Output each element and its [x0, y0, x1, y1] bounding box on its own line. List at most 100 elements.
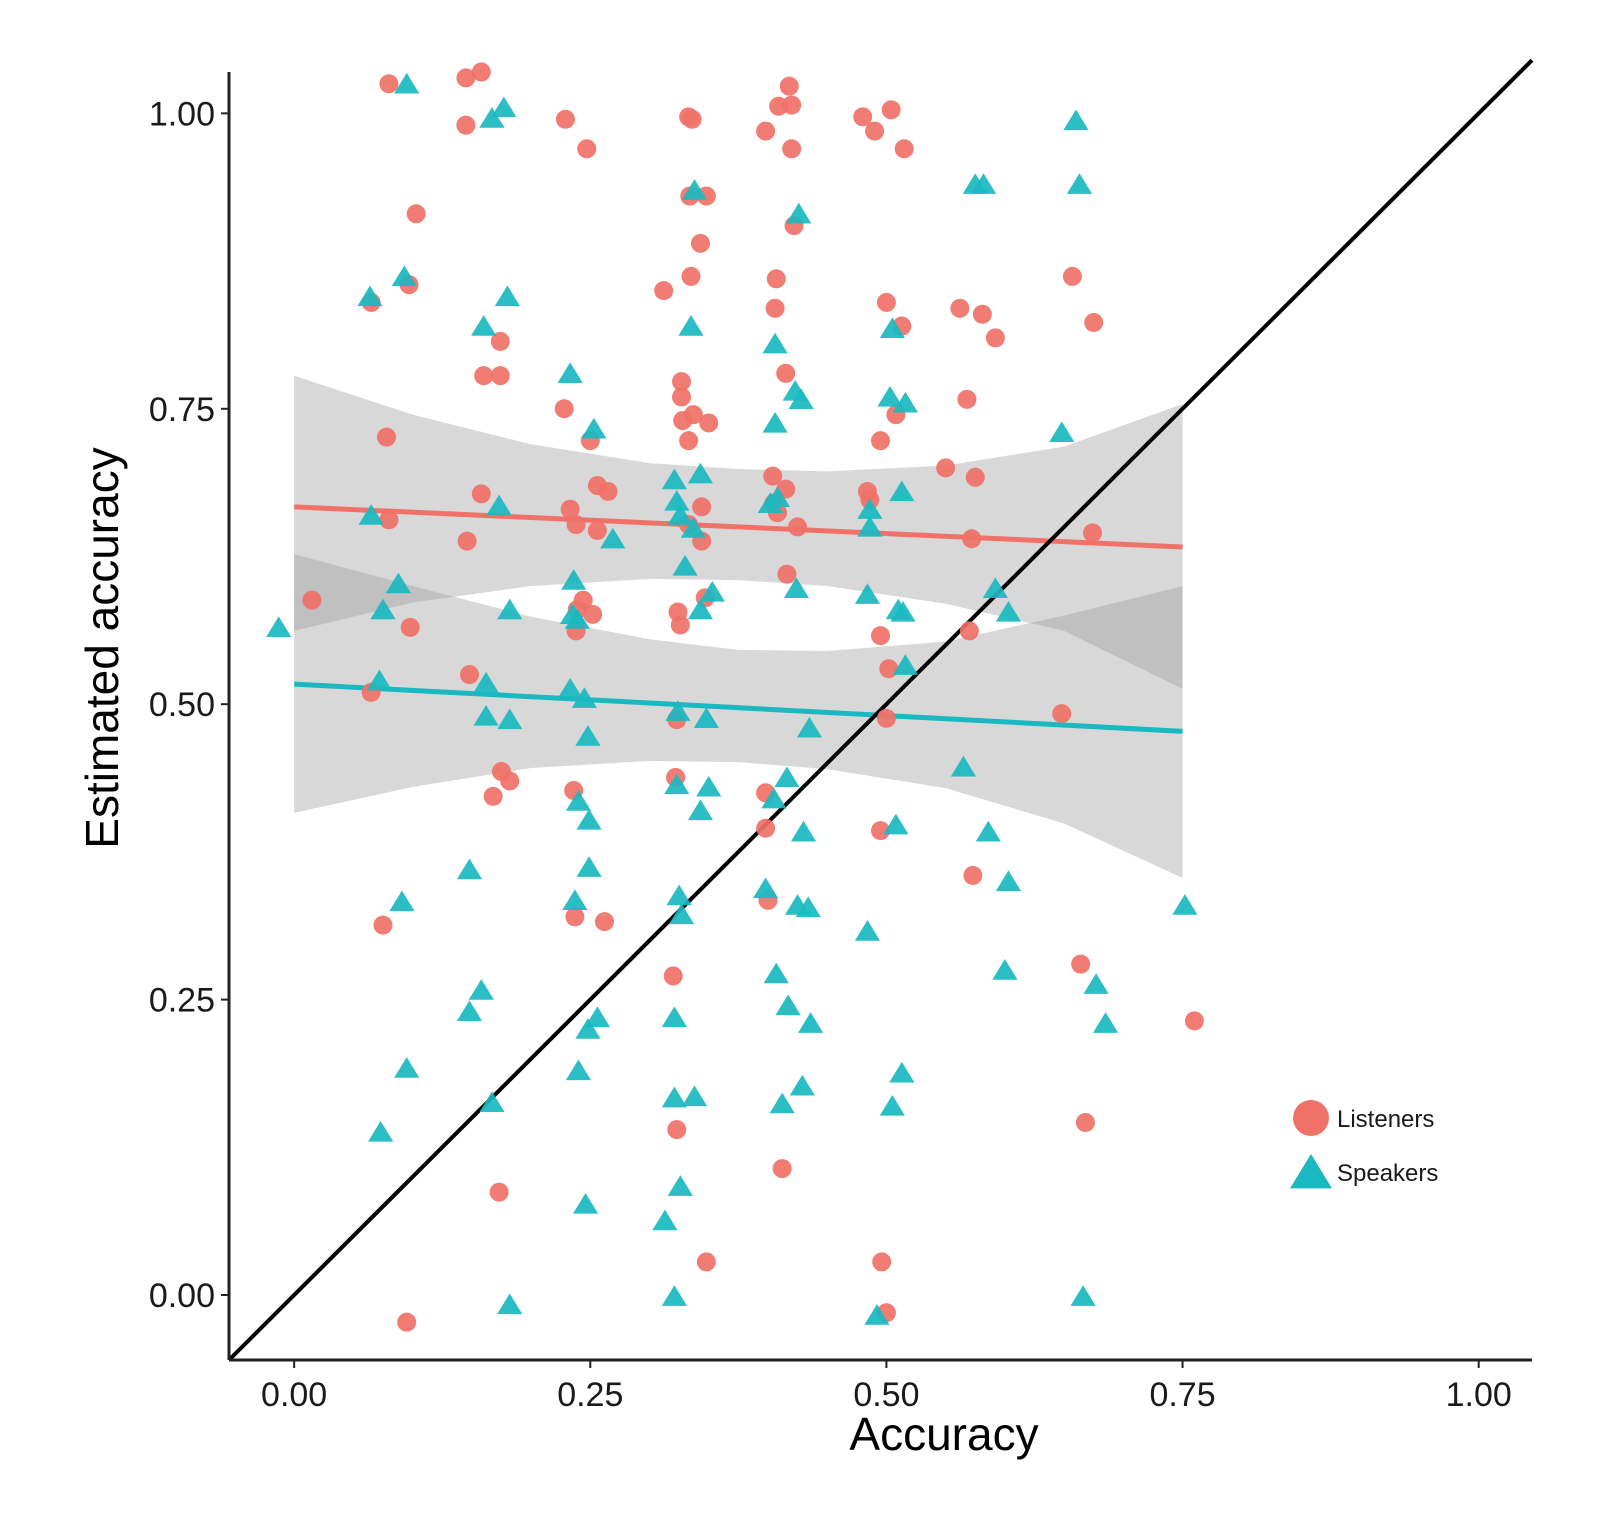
point-series-1 [765, 298, 785, 318]
point-series-2 [581, 417, 607, 439]
point-series-2 [783, 577, 809, 599]
point-series-1 [490, 331, 510, 351]
point-series-1 [555, 109, 575, 129]
point-series-2 [584, 1006, 610, 1027]
point-series-2 [796, 716, 823, 738]
point-series-2 [892, 391, 918, 413]
point-series-2 [664, 773, 690, 795]
point-series-2 [1083, 973, 1109, 994]
y-tick-label: 1.00 [149, 95, 215, 133]
point-series-1 [471, 62, 491, 82]
point-series-1 [965, 467, 985, 487]
point-series-1 [459, 665, 479, 685]
point-series-1 [670, 615, 690, 635]
legend: Listeners Speakers [1290, 1100, 1438, 1189]
point-series-2 [1092, 1012, 1119, 1033]
point-series-1 [1062, 266, 1082, 286]
fit-line-2 [294, 681, 1183, 734]
point-series-2 [795, 896, 821, 918]
point-series-2 [693, 707, 719, 729]
point-series-2 [681, 179, 708, 200]
point-series-2 [970, 173, 997, 194]
legend-triangle-icon [1290, 1154, 1332, 1189]
point-series-2 [479, 107, 505, 128]
point-series-2 [497, 1293, 523, 1315]
point-series-2 [668, 903, 695, 925]
point-series-1 [598, 481, 618, 501]
point-series-2 [473, 705, 499, 726]
point-series-2 [1049, 421, 1075, 443]
point-series-2 [696, 775, 722, 797]
point-series-1 [756, 818, 776, 838]
point-series-1 [474, 366, 494, 386]
y-tick-label: 0.50 [149, 686, 215, 724]
y-axis-title: Estimated accuracy [76, 447, 128, 848]
point-series-2 [992, 959, 1018, 980]
point-series-2 [562, 889, 588, 910]
point-series-2 [879, 317, 905, 339]
point-series-1 [456, 115, 476, 135]
point-series-2 [565, 790, 592, 811]
point-series-1 [471, 484, 491, 504]
point-series-2 [571, 687, 597, 708]
point-series-2 [975, 820, 1001, 842]
x-tick-label: 0.25 [557, 1376, 623, 1414]
point-series-1 [696, 1252, 716, 1272]
point-series-2 [877, 385, 903, 407]
point-series-1 [400, 617, 420, 637]
point-series-1 [565, 907, 585, 927]
point-series-1 [671, 372, 691, 392]
point-series-1 [456, 68, 476, 88]
point-series-1 [554, 399, 574, 419]
point-series-2 [575, 1018, 601, 1039]
point-series-2 [950, 755, 977, 777]
point-series-2 [790, 820, 817, 842]
point-series-1 [881, 100, 901, 120]
point-series-1 [587, 520, 607, 540]
point-series-1 [763, 466, 783, 486]
point-series-2 [456, 858, 483, 880]
y-tick-label: 0.25 [149, 982, 215, 1020]
point-series-2 [864, 1304, 890, 1325]
legend-label: Speakers [1337, 1160, 1438, 1187]
point-series-2 [681, 1085, 708, 1107]
point-series-1 [853, 107, 873, 127]
point-series-1 [779, 76, 799, 96]
point-series-2 [385, 572, 411, 594]
point-series-1 [683, 405, 703, 425]
point-series-2 [788, 388, 814, 409]
point-series-2 [764, 486, 791, 508]
point-series-2 [491, 96, 517, 118]
point-series-2 [774, 766, 800, 788]
point-series-1 [377, 427, 397, 447]
point-series-2 [661, 1086, 687, 1108]
point-series-2 [266, 616, 292, 638]
point-series-1 [667, 1120, 687, 1140]
point-series-1 [876, 292, 896, 312]
point-series-2 [394, 1057, 420, 1078]
point-series-2 [995, 870, 1022, 892]
point-series-2 [879, 1094, 905, 1116]
point-series-2 [479, 1091, 505, 1113]
point-series-2 [468, 979, 494, 1000]
point-series-2 [854, 583, 881, 604]
point-series-2 [798, 1012, 824, 1033]
point-series-1 [879, 659, 899, 679]
x-tick-label: 0.50 [853, 1376, 919, 1414]
point-series-1 [699, 413, 719, 433]
point-series-1 [690, 233, 710, 253]
legend-circle-icon [1293, 1100, 1329, 1136]
point-series-1 [985, 328, 1005, 348]
point-series-1 [766, 269, 786, 289]
point-series-2 [665, 700, 691, 721]
point-series-2 [394, 72, 420, 94]
point-series-2 [762, 411, 788, 433]
point-series-1 [788, 517, 808, 537]
point-series-2 [892, 654, 918, 675]
point-series-1 [595, 912, 615, 932]
point-series-1 [583, 604, 603, 624]
point-series-1 [756, 121, 776, 141]
point-series-1 [560, 499, 580, 519]
legend-label: Listeners [1337, 1106, 1434, 1133]
point-series-2 [666, 884, 692, 906]
